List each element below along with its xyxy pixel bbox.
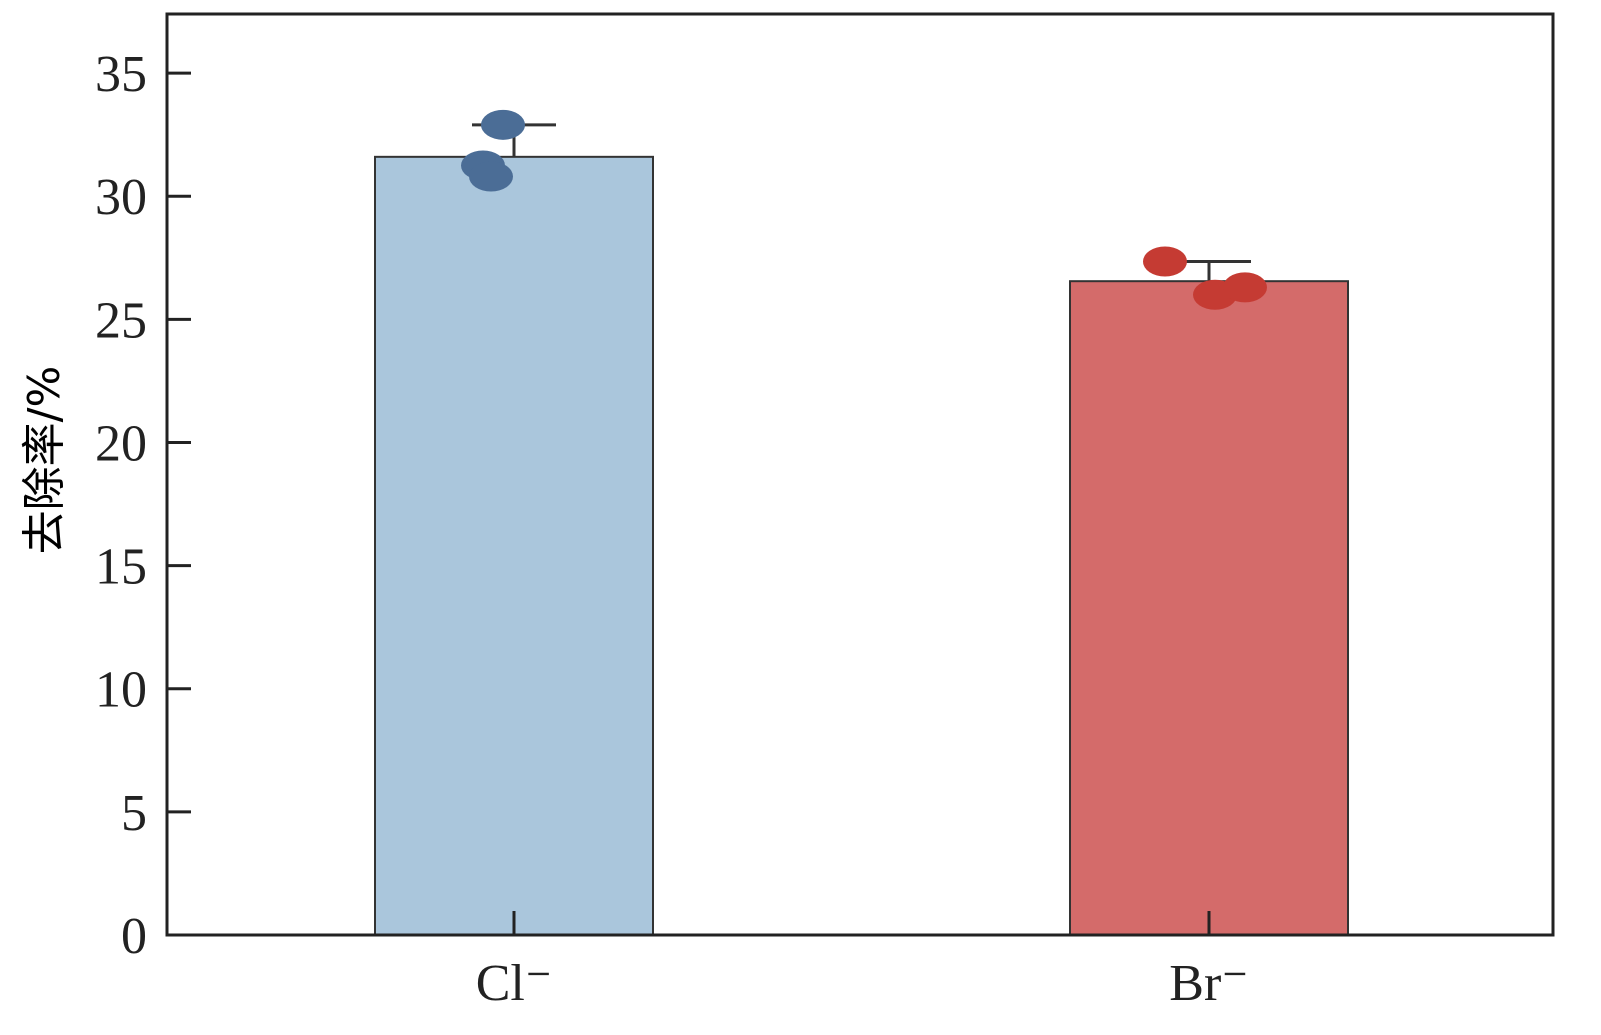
data-point	[1223, 272, 1267, 303]
bar-0	[374, 155, 654, 937]
y-tick-label: 25	[95, 292, 147, 349]
y-tick-label: 10	[95, 662, 147, 719]
y-tick-label: 5	[121, 785, 147, 842]
data-point	[1143, 246, 1187, 277]
y-tick-label: 0	[121, 908, 147, 965]
x-tick-label: Br⁻	[1169, 955, 1248, 1012]
data-point	[469, 161, 513, 192]
y-tick-label: 35	[95, 46, 147, 103]
data-point	[481, 109, 525, 140]
plot-frame	[165, 12, 1555, 937]
y-tick-label: 30	[95, 169, 147, 226]
x-tick-label: Cl⁻	[476, 955, 553, 1012]
y-axis-label: 去除率/%	[19, 365, 70, 555]
bar-1	[1069, 280, 1349, 937]
y-tick-label: 15	[95, 539, 147, 596]
y-tick-label: 20	[95, 415, 147, 472]
